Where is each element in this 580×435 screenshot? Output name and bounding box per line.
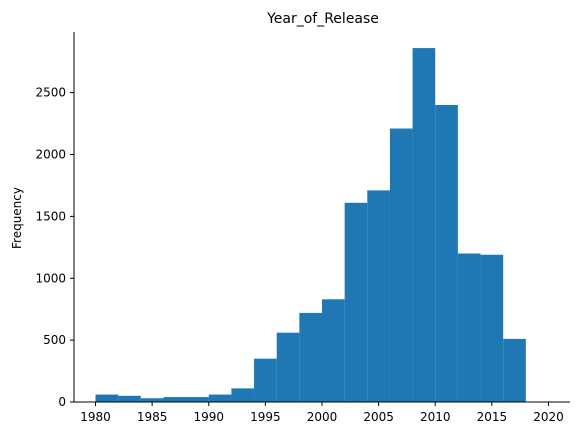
x-tick-label: 2005 [363, 410, 394, 424]
histogram-bar [367, 190, 390, 402]
histogram-bar [118, 395, 141, 402]
histogram-bar [140, 398, 164, 402]
y-tick-label: 1000 [35, 271, 66, 285]
y-tick-label: 500 [43, 333, 66, 347]
histogram-bar [276, 332, 300, 402]
histogram-bar [299, 312, 322, 402]
y-tick-label: 0 [58, 395, 66, 409]
histogram-bar [344, 202, 368, 402]
y-tick-label: 2500 [35, 86, 66, 100]
y-tick-label: 2000 [35, 148, 66, 162]
x-tick-label: 1985 [137, 410, 168, 424]
histogram-bar [95, 394, 119, 402]
histogram-bar [322, 299, 345, 402]
histogram-bar [254, 358, 277, 402]
y-tick-label: 1500 [35, 209, 66, 223]
x-tick-label: 1990 [193, 410, 224, 424]
x-tick-label: 1995 [250, 410, 281, 424]
x-tick-label: 2020 [533, 410, 564, 424]
histogram-bar [163, 397, 187, 402]
histogram-bar [208, 394, 232, 402]
x-axis-ticks: 1980 1985 1990 1995 2000 2005 2010 2015 2020 [80, 402, 564, 424]
y-axis-ticks: 0 500 1000 1500 2000 2500 [35, 86, 74, 409]
histogram-bar [231, 388, 255, 402]
histogram-bar [186, 397, 209, 402]
histogram-bar [480, 254, 504, 402]
histogram-bar [503, 338, 526, 402]
histogram-bar [457, 253, 481, 402]
x-tick-label: 1980 [80, 410, 111, 424]
y-axis-label: Frequency [10, 187, 24, 249]
histogram-bar [389, 128, 413, 403]
chart-title: Year_of_Release [266, 11, 379, 27]
x-tick-label: 2000 [307, 410, 338, 424]
x-tick-label: 2015 [477, 410, 508, 424]
x-tick-label: 2010 [420, 410, 451, 424]
histogram-bar [412, 48, 436, 403]
histogram-bar [435, 105, 458, 402]
bars-group [95, 48, 526, 403]
